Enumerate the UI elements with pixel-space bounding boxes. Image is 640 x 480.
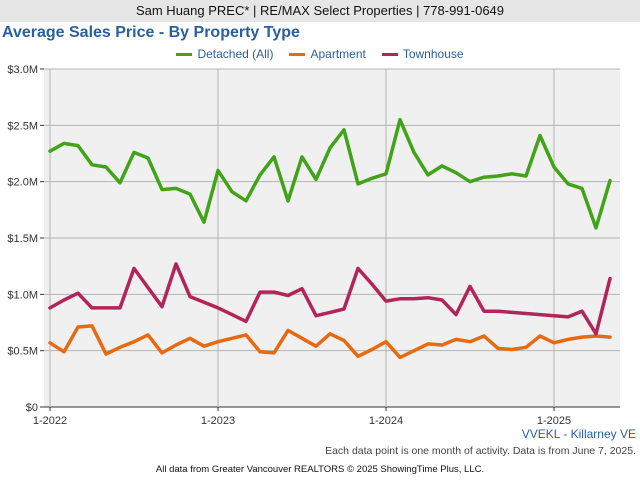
x-tick-label: 1-2024 <box>369 415 403 427</box>
y-tick-label: $0 <box>26 402 38 414</box>
legend-swatch-townhouse <box>381 52 398 56</box>
legend-item-apartment[interactable]: Apartment <box>289 45 366 63</box>
y-tick-label: $2.5M <box>7 120 38 132</box>
footer-note: Each data point is one month of activity… <box>325 445 636 457</box>
y-tick-label: $1.0M <box>7 289 38 301</box>
series-line-townhouse <box>48 262 612 336</box>
series-line-detached-all <box>48 117 612 230</box>
legend-label-apartment: Apartment <box>310 47 366 61</box>
header-text: Sam Huang PREC* | RE/MAX Select Properti… <box>135 3 505 18</box>
legend-label-townhouse: Townhouse <box>402 47 464 61</box>
y-tick-label: $1.5M <box>7 233 38 245</box>
legend-swatch-detached <box>176 52 193 56</box>
legend-label-detached: Detached (All) <box>197 47 274 61</box>
legend-item-detached[interactable]: Detached (All) <box>176 45 273 63</box>
x-tick-label: 1-2025 <box>537 415 571 427</box>
chart-title: Average Sales Price - By Property Type <box>2 24 300 41</box>
x-tick-label: 1-2022 <box>33 415 67 427</box>
legend-swatch-apartment <box>289 52 306 56</box>
footer-credit: All data from Greater Vancouver REALTORS… <box>155 464 485 475</box>
legend-item-townhouse[interactable]: Townhouse <box>381 45 464 63</box>
y-tick-label: $3.0M <box>7 64 38 76</box>
x-tick-label: 1-2023 <box>201 415 235 427</box>
y-tick-label: $0.5M <box>7 346 38 358</box>
y-tick-label: $2.0M <box>7 177 38 189</box>
footer-source: VVEKL - Killarney VE <box>521 427 636 441</box>
header-bar: Sam Huang PREC* | RE/MAX Select Properti… <box>0 0 640 22</box>
legend: Detached (All) Apartment Townhouse <box>0 45 640 63</box>
series-line-apartment <box>48 324 612 360</box>
